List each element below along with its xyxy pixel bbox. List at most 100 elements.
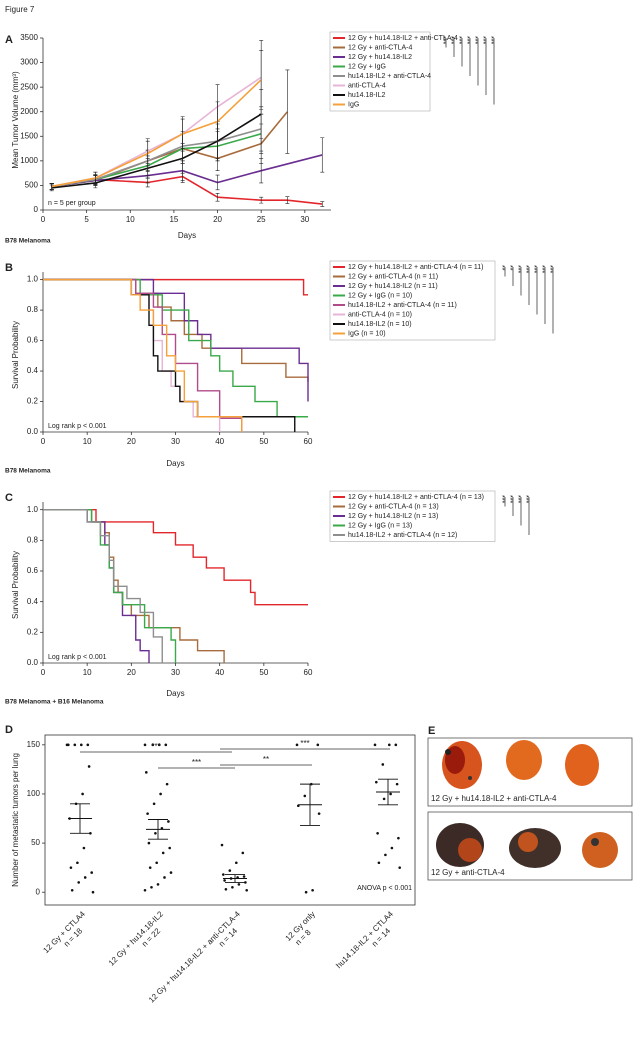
dot	[381, 763, 385, 766]
x-tick-label: 60	[304, 437, 313, 446]
legend-label: anti-CTLA-4 (n = 10)	[348, 311, 412, 318]
dot	[168, 846, 171, 850]
legend-label: 12 Gy + hu14.18-IL2 (n = 11)	[348, 283, 438, 290]
dot	[390, 846, 394, 850]
dot	[397, 836, 400, 840]
error-bar	[285, 196, 290, 204]
dot	[151, 743, 155, 747]
significance-label: ***	[498, 495, 505, 503]
x-axis-label: Days	[178, 231, 196, 240]
x-axis-label: Days	[166, 689, 184, 698]
x-tick-label: 30	[171, 668, 180, 677]
x-tick-label: 25	[257, 215, 266, 224]
y-tick-label: 2000	[20, 107, 38, 116]
panel-letter: C	[5, 492, 13, 504]
dot	[395, 782, 399, 786]
dot	[81, 792, 84, 796]
legend-frame	[329, 260, 496, 341]
dot	[169, 871, 173, 874]
significance-label: ***	[479, 36, 486, 44]
x-tick-label: 12 Gy + hu14.18-IL2 + anti-CTLA-4	[147, 909, 242, 1004]
y-tick-label: 0.8	[27, 535, 39, 544]
sem-bar	[148, 819, 168, 840]
note: Log rank p < 0.001	[48, 654, 107, 661]
error-bar	[320, 137, 325, 173]
dot	[223, 879, 226, 882]
y-tick-label: 2500	[20, 82, 38, 91]
note: Log rank p < 0.001	[48, 423, 107, 430]
legend: 12 Gy + hu14.18-IL2 + anti-CTLA-4 12 Gy +…	[329, 31, 458, 112]
error-bar	[215, 101, 220, 142]
dot	[146, 812, 149, 815]
photo: 12 Gy + anti-CTLA-4	[427, 811, 633, 881]
dot	[235, 861, 238, 865]
y-tick-label: 0.6	[27, 566, 39, 575]
y-tick-label: 0.2	[27, 627, 39, 636]
dot	[77, 881, 80, 884]
y-tick-label: 0	[36, 887, 41, 896]
x-tick-label: 40	[215, 668, 224, 677]
survival-curve	[43, 508, 225, 663]
sem-bar	[225, 874, 245, 883]
dot	[317, 812, 321, 815]
dot	[148, 866, 152, 869]
x-tick-label: 0	[41, 668, 46, 677]
error-bar	[285, 69, 290, 154]
dot	[76, 861, 79, 865]
legend-label: 12 Gy + anti-CTLA-4	[348, 44, 412, 51]
legend-label: IgG (n = 10)	[348, 330, 386, 337]
error-bar	[180, 118, 185, 149]
error-bar	[215, 192, 220, 202]
dot	[150, 886, 153, 889]
survival-curve	[43, 508, 163, 663]
x-tick-label: 20	[213, 215, 222, 224]
x-tick-label: 10	[83, 437, 92, 446]
dot	[86, 743, 90, 747]
x-tick-label: 20	[127, 668, 136, 677]
significance-label: ***	[471, 36, 478, 44]
x-tick-label: 30	[300, 215, 309, 224]
series-line	[51, 113, 262, 189]
legend-label: hu14.18-IL2	[348, 92, 385, 99]
y-tick-label: 3500	[20, 33, 38, 42]
legend-frame	[329, 490, 496, 542]
x-tick-label: 5	[84, 215, 89, 224]
significance-label: ***	[192, 758, 201, 767]
survival-curve	[43, 278, 308, 418]
dot	[377, 861, 381, 865]
significance-label: ***	[530, 265, 537, 273]
dot	[245, 888, 248, 892]
x-tick-label: 50	[259, 437, 268, 446]
y-tick-label: 50	[31, 838, 40, 847]
y-tick-label: 500	[25, 181, 39, 190]
x-tick-label: 0	[41, 215, 46, 224]
significance-label: ***	[447, 36, 454, 44]
plot-frame	[44, 734, 416, 906]
dot	[242, 875, 246, 878]
significance-label: ***	[514, 265, 521, 273]
legend-label: 12 Gy + IgG	[348, 63, 386, 70]
dot	[376, 831, 379, 835]
y-tick-label: 1.0	[27, 505, 39, 514]
significance-label: ***	[506, 495, 513, 503]
survival-curve	[43, 278, 221, 432]
dot	[394, 743, 398, 747]
legend-label: 12 Gy + anti-CTLA-4 (n = 13)	[348, 503, 439, 510]
error-bar	[215, 174, 220, 191]
significance-label: ***	[439, 36, 446, 44]
significance-label: ***	[151, 742, 160, 751]
x-axis-label: Days	[166, 459, 184, 468]
sem-bar	[300, 783, 320, 826]
dot	[382, 797, 386, 801]
x-tick-label: 30	[171, 437, 180, 446]
dot	[241, 851, 245, 855]
x-tick-label: 20	[127, 437, 136, 446]
dot	[147, 841, 151, 845]
x-tick-label: 0	[41, 437, 46, 446]
series-line	[51, 128, 262, 188]
y-tick-label: 0.6	[27, 336, 39, 345]
legend-label: 12 Gy + hu14.18-IL2 (n = 13)	[348, 513, 438, 520]
dot	[167, 820, 170, 823]
dot	[158, 743, 161, 747]
